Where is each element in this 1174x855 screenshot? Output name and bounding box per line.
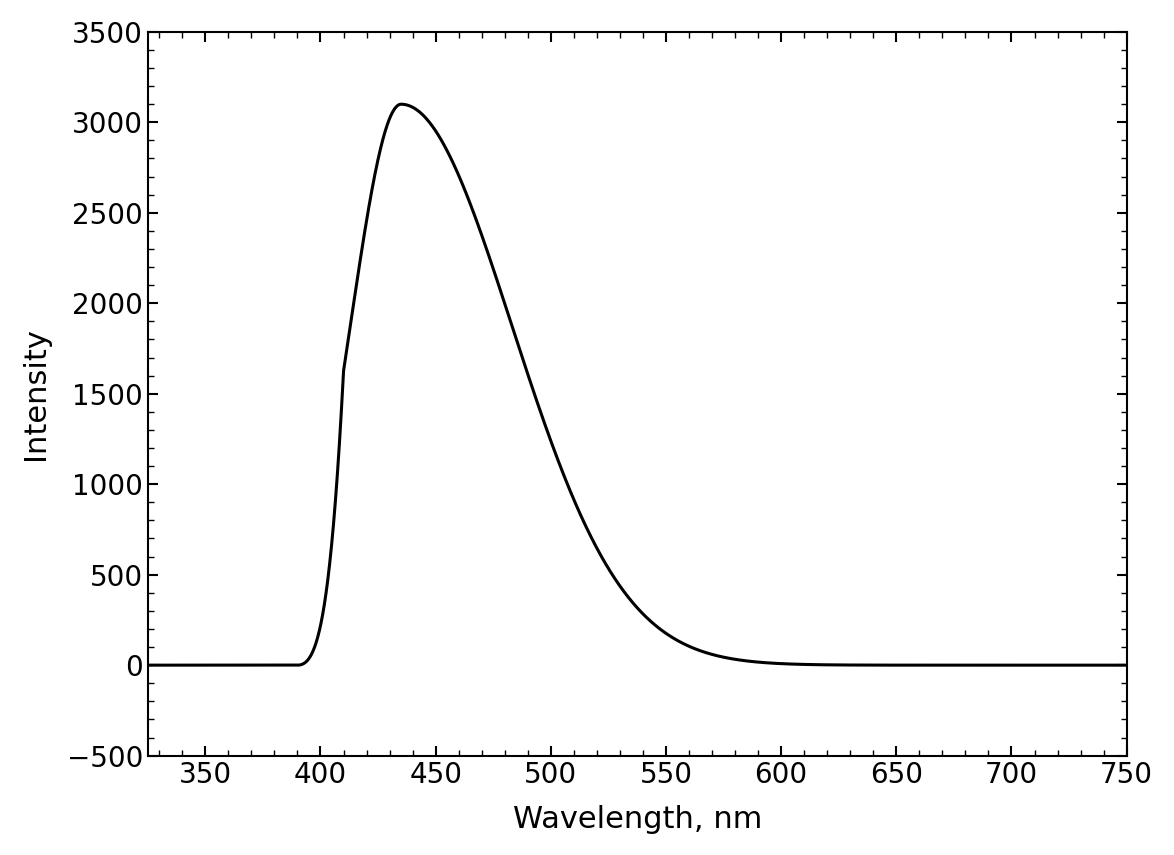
X-axis label: Wavelength, nm: Wavelength, nm	[513, 805, 762, 834]
Y-axis label: Intensity: Intensity	[21, 327, 49, 460]
